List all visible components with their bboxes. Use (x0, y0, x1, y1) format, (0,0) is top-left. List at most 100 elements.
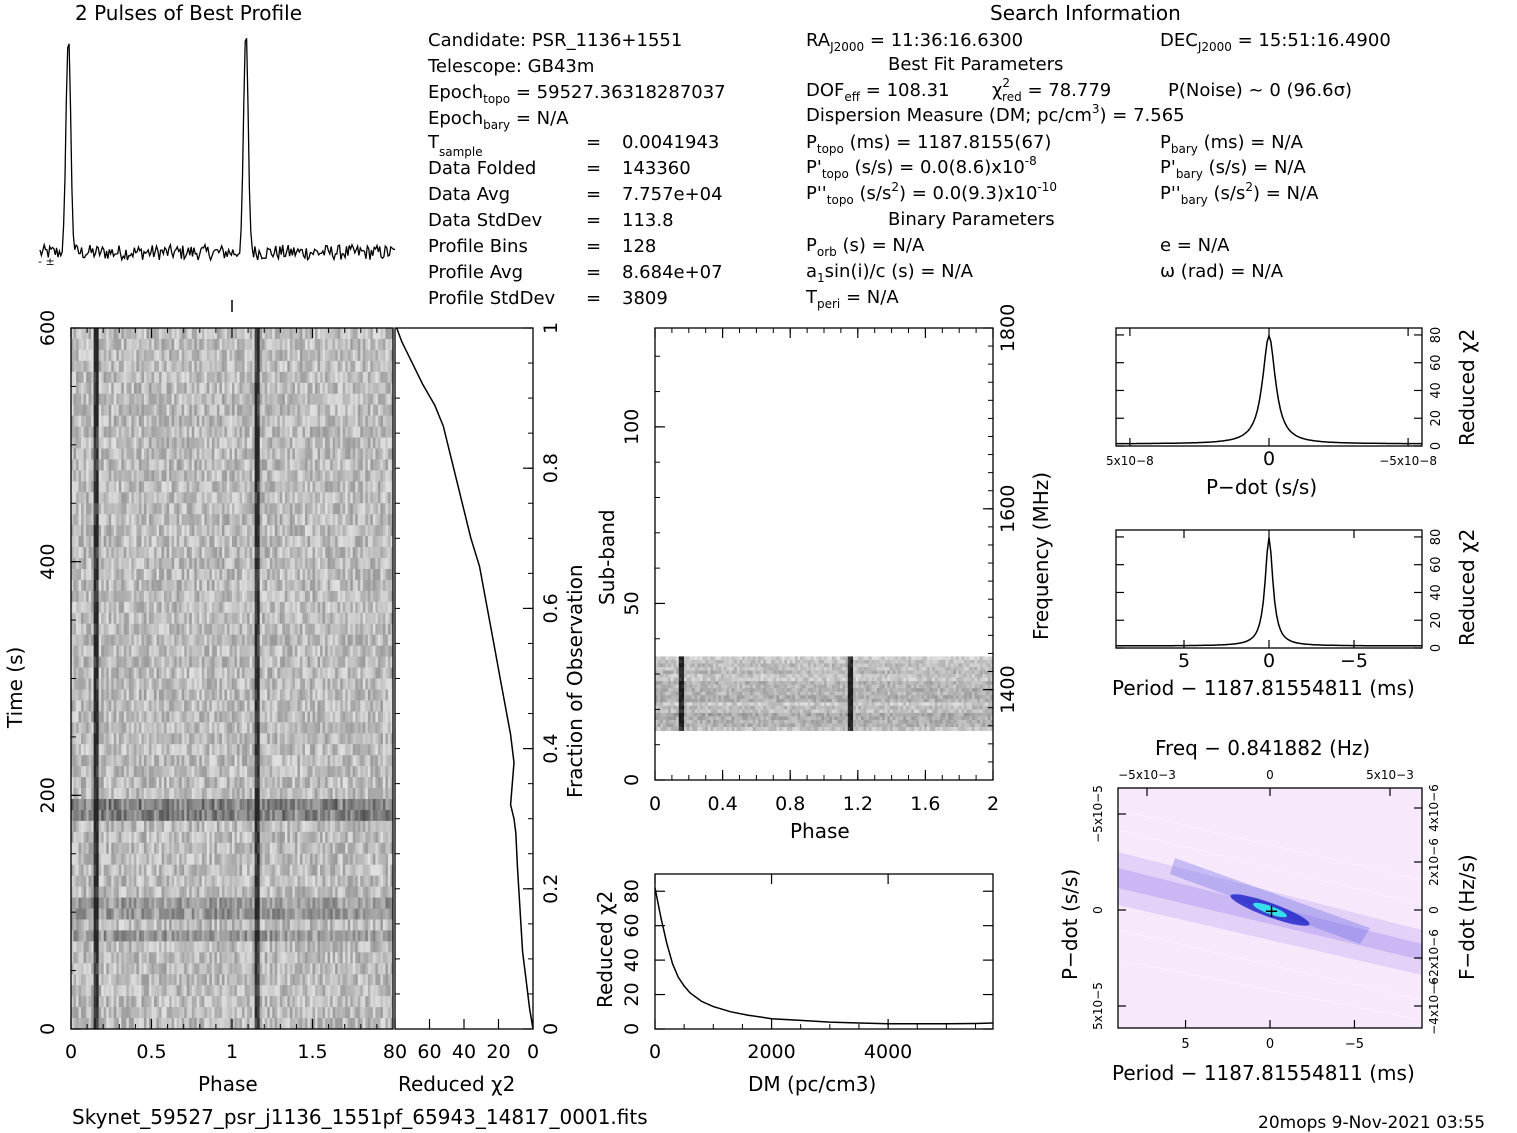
time-phase-cell (101, 426, 105, 438)
time-phase-cell (91, 415, 95, 427)
time-phase-cell (86, 700, 90, 712)
time-phase-cell (287, 393, 291, 406)
time-phase-cell (171, 678, 175, 690)
time-phase-cell (360, 404, 364, 417)
time-phase-cell (257, 656, 261, 668)
time-phase-cell (103, 525, 107, 537)
time-phase-cell (141, 437, 145, 449)
time-phase-cell (380, 481, 384, 493)
time-phase-cell (148, 382, 152, 395)
time-phase-cell (385, 612, 389, 625)
time-phase-cell (337, 382, 341, 395)
time-phase-cell (191, 437, 195, 449)
time-phase-cell (327, 722, 331, 734)
time-phase-cell (143, 634, 147, 647)
time-phase-cell (174, 656, 178, 668)
time-phase-cell (322, 426, 326, 438)
time-phase-cell (138, 481, 142, 493)
time-phase-cell (264, 612, 268, 625)
time-phase-cell (355, 349, 359, 362)
time-phase-cell (136, 700, 140, 712)
time-phase-cell (294, 371, 298, 384)
time-phase-cell (199, 338, 203, 351)
time-phase-cell (264, 328, 268, 340)
time-phase-cell (244, 437, 248, 449)
time-phase-cell (357, 612, 361, 625)
time-phase-cell (274, 470, 278, 482)
time-phase-cell (272, 711, 276, 723)
time-phase-cell (239, 547, 243, 559)
time-phase-cell (96, 547, 100, 559)
time-phase-cell (101, 371, 105, 384)
time-phase-cell (113, 328, 117, 340)
time-phase-cell (267, 700, 271, 712)
time-phase-cell (382, 328, 386, 340)
time-phase-cell (131, 733, 135, 745)
time-phase-cell (345, 470, 349, 482)
time-phase-cell (166, 382, 170, 395)
time-phase-cell (345, 514, 349, 526)
time-phase-cell (390, 349, 393, 362)
time-phase-cell (164, 568, 167, 581)
time-phase-cell (387, 568, 391, 581)
time-phase-cell (377, 612, 381, 625)
time-phase-cell (375, 404, 379, 417)
time-phase-cell (269, 371, 273, 384)
time-phase-cell (226, 733, 230, 745)
time-phase-cell (101, 722, 105, 734)
time-phase-cell (169, 338, 173, 351)
time-phase-cell (116, 437, 120, 449)
time-phase-cell (287, 514, 291, 526)
time-phase-cell (337, 514, 341, 526)
time-phase-cell (143, 623, 147, 636)
time-phase-cell (181, 623, 185, 636)
time-phase-cell (194, 525, 198, 537)
time-phase-cell (362, 382, 366, 395)
time-phase-cell (375, 711, 379, 723)
time-phase-cell (93, 393, 97, 406)
time-phase-cell (335, 470, 339, 482)
time-phase-cell (380, 404, 384, 417)
time-phase-cell (128, 744, 132, 756)
time-phase-cell (272, 459, 276, 471)
time-phase-cell (143, 722, 147, 734)
time-phase-cell (355, 492, 359, 504)
time-phase-cell (128, 645, 132, 657)
time-phase-cell (244, 481, 248, 493)
time-phase-cell (176, 623, 180, 636)
time-phase-cell (199, 503, 203, 515)
time-phase-cell (161, 568, 165, 581)
time-phase-cell (312, 667, 316, 679)
time-phase-cell (101, 514, 105, 526)
fit-pbary: Pbary (ms) = N/A (1160, 132, 1304, 156)
time-phase-cell (201, 448, 205, 460)
time-phase-cell (282, 700, 286, 712)
time-phase-cell (242, 733, 245, 745)
time-phase-cell (221, 558, 225, 570)
time-phase-cell (86, 360, 90, 373)
time-phase-cell (352, 711, 356, 723)
time-phase-cell (91, 536, 95, 548)
time-phase-cell (264, 514, 268, 526)
time-phase-cell (264, 525, 268, 537)
time-phase-cell (138, 459, 142, 471)
time-phase-cell (322, 579, 326, 592)
info-epoch-bary: Epochbary = N/A (428, 108, 569, 132)
time-phase-cell (282, 448, 286, 460)
info-row-label: Data StdDev (428, 210, 543, 231)
time-phase-cell (214, 415, 218, 427)
time-phase-cell (126, 547, 130, 559)
time-phase-cell (299, 349, 303, 362)
time-phase-cell (166, 371, 170, 384)
time-phase-cell (269, 689, 273, 701)
time-phase-cell (242, 558, 245, 570)
time-phase-cell (141, 558, 145, 570)
time-phase-cell (302, 558, 306, 570)
time-phase-cell (317, 382, 321, 395)
time-phase-cell (385, 525, 389, 537)
time-phase-cell (73, 448, 77, 460)
time-phase-cell (297, 393, 301, 406)
time-phase-cell (387, 415, 391, 427)
time-phase-cell (259, 590, 263, 603)
time-phase-cell (350, 360, 354, 373)
